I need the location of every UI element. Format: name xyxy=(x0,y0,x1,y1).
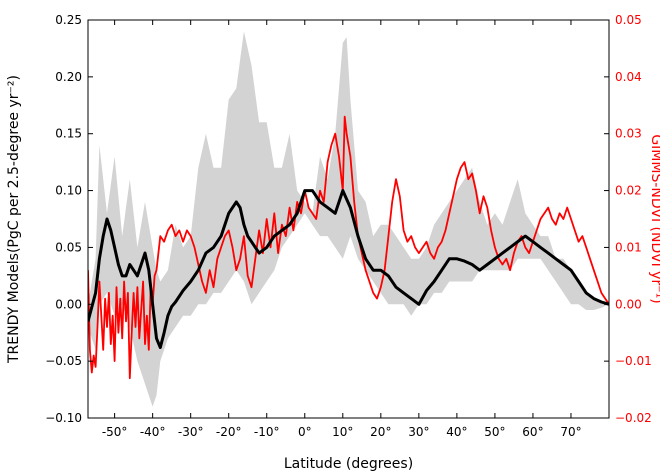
left-y-tick-label: 0.15 xyxy=(55,127,82,141)
left-y-tick-label: −0.05 xyxy=(45,354,82,368)
x-tick-label: -40° xyxy=(140,425,166,439)
right-y-axis-label: GIMMS-NDVI (NDVI yr⁻¹) xyxy=(648,134,660,303)
model-mean-line-layer xyxy=(88,189,609,349)
model-spread-band-layer xyxy=(88,31,609,407)
right-y-tick-label: 0.02 xyxy=(615,184,642,198)
left-y-axis-ticks: −0.10 −0.05 0.00 0.05 0.10 0.15 0.20 0.25 xyxy=(45,13,93,425)
x-tick-label: -20° xyxy=(216,425,242,439)
x-tick-label: 10° xyxy=(332,425,353,439)
model-mean-line xyxy=(88,189,609,349)
plot-frame xyxy=(87,19,610,419)
x-tick-label: 40° xyxy=(446,425,467,439)
left-y-tick-label: 0.20 xyxy=(55,70,82,84)
left-y-tick-label: 0.25 xyxy=(55,13,82,27)
left-y-tick-label: −0.10 xyxy=(45,411,82,425)
x-tick-label: 30° xyxy=(408,425,429,439)
right-y-tick-label: −0.02 xyxy=(615,411,652,425)
left-y-tick-label: 0.05 xyxy=(55,240,82,254)
x-tick-label: 20° xyxy=(370,425,391,439)
x-axis-label: Latitude (degrees) xyxy=(284,456,413,472)
x-tick-label: -10° xyxy=(254,425,280,439)
x-tick-label: 50° xyxy=(484,425,505,439)
ndvi-trend-line xyxy=(88,115,609,380)
right-y-tick-label: 0.05 xyxy=(615,13,642,27)
left-y-tick-label: 0.10 xyxy=(55,184,82,198)
x-tick-label: -50° xyxy=(102,425,128,439)
right-y-axis-ticks: −0.02 −0.01 0.00 0.01 0.02 0.03 0.04 0.05 xyxy=(604,13,652,425)
x-tick-label: -30° xyxy=(178,425,204,439)
left-y-tick-label: 0.00 xyxy=(55,297,82,311)
right-y-tick-label: 0.00 xyxy=(615,297,642,311)
x-tick-label: 60° xyxy=(522,425,543,439)
ndvi-line-layer xyxy=(88,115,609,380)
left-y-axis-label: TRENDY Models(PgC per 2.5-degree yr⁻²) xyxy=(6,75,22,364)
model-spread-band xyxy=(88,31,609,407)
right-y-tick-label: 0.01 xyxy=(615,240,642,254)
x-tick-label: 0° xyxy=(298,425,312,439)
right-y-tick-label: 0.04 xyxy=(615,70,642,84)
right-y-tick-label: −0.01 xyxy=(615,354,652,368)
x-tick-label: 70° xyxy=(560,425,581,439)
x-axis-ticks: -50° -40° -30° -20° -10° 0° 10° 20° 30° 40° 50° 60°… xyxy=(102,20,582,439)
right-y-tick-label: 0.03 xyxy=(615,127,642,141)
